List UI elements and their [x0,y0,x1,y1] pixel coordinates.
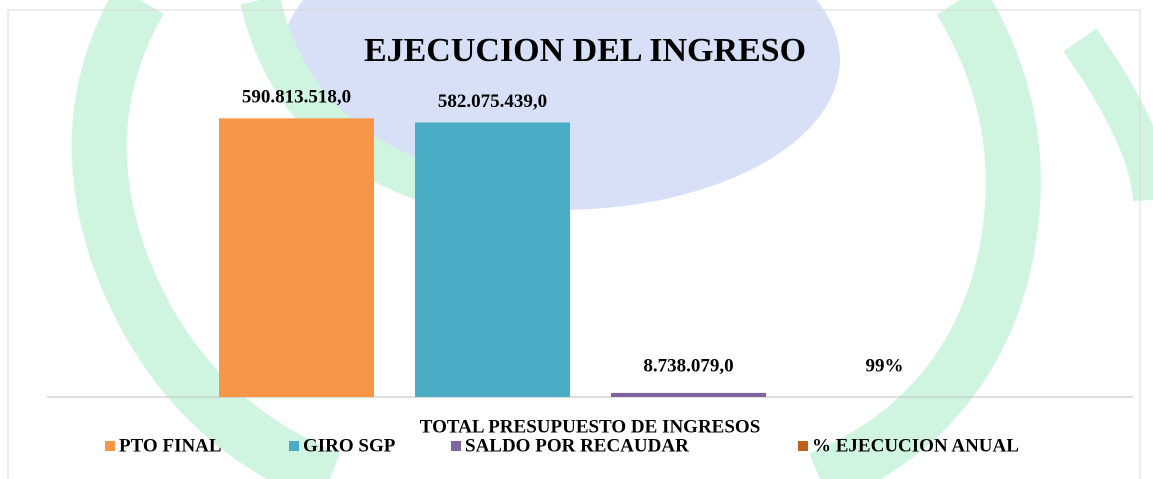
legend-swatch [105,441,115,451]
legend-swatch [451,441,461,451]
frame [7,9,1141,479]
chart-title: EJECUCION DEL INGRESO [364,32,806,69]
bar [611,392,766,397]
legend-swatch [798,441,808,451]
x-tick-label: TOTAL PRESUPUESTO DE INGRESOS [420,416,761,437]
legend-label: SALDO POR RECAUDAR [465,435,689,456]
legend-label: % EJECUCION ANUAL [812,435,1019,456]
legend-label: GIRO SGP [303,435,396,456]
legend-swatch [289,441,299,451]
data-label: 582.075.439,0 [438,91,547,112]
data-label: 590.813.518,0 [242,87,351,108]
bar [219,118,374,398]
data-label: 8.738.079,0 [643,355,733,376]
legend-label: PTO FINAL [119,435,222,456]
bar [415,122,570,398]
data-label: 99% [866,355,904,376]
